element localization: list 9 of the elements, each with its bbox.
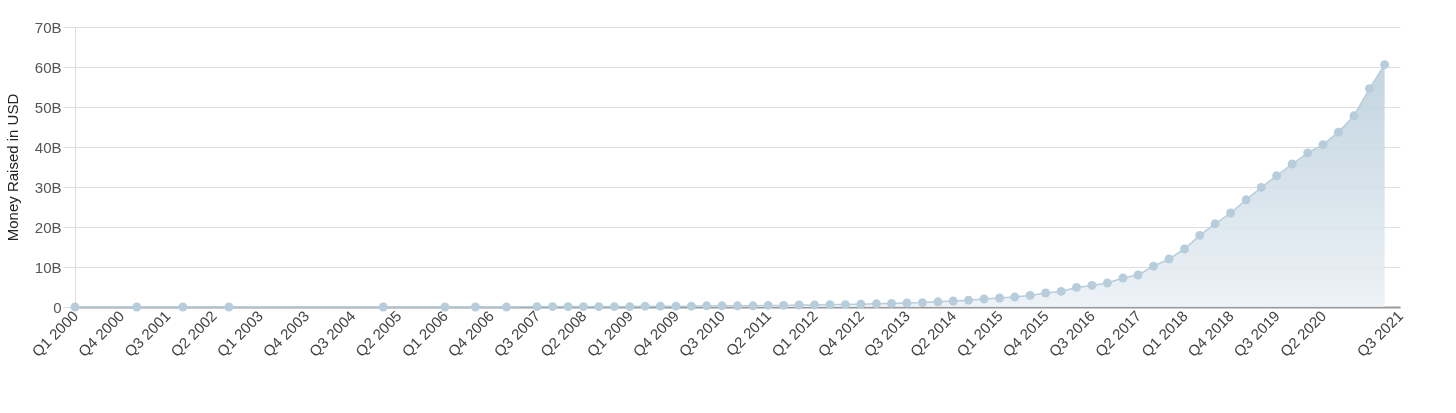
y-tick-label: 40B	[34, 138, 62, 156]
y-tick-label: 20B	[34, 218, 62, 236]
y-tick-label: 0	[53, 298, 62, 316]
y-tick-label: 60B	[34, 58, 62, 76]
y-tick-label: 10B	[34, 258, 62, 276]
y-axis-title: Money Raised in USD	[3, 93, 21, 242]
y-tick-label: 50B	[34, 98, 62, 116]
y-tick-label: 70B	[34, 18, 62, 36]
y-tick-label: 30B	[34, 178, 62, 196]
